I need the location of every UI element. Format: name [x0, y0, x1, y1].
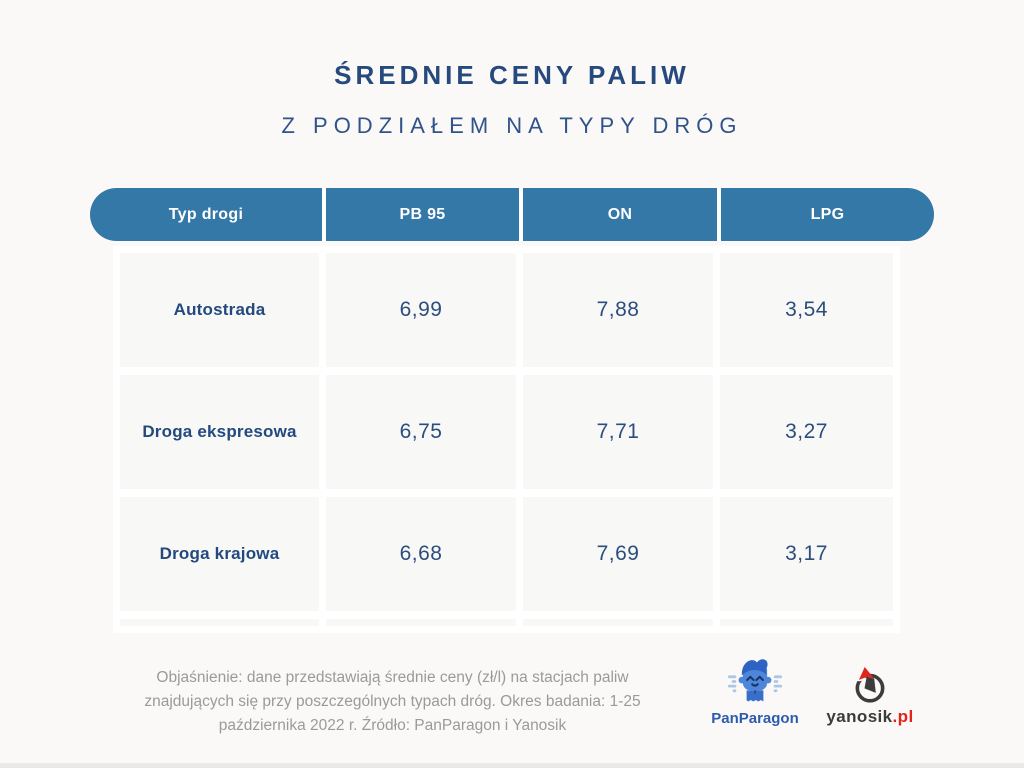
table-header-row: Typ drogi PB 95 ON LPG: [90, 188, 934, 241]
column-header-on: ON: [519, 188, 717, 241]
yanosik-name: yanosik: [826, 707, 893, 726]
page-title: ŚREDNIE CENY PALIW: [334, 60, 690, 90]
table-row-droga-krajowa: Droga krajowa 6,68 7,69 3,17: [120, 497, 893, 611]
table-row-droga-ekspresowa: Droga ekspresowa 6,75 7,71 3,27: [120, 375, 893, 489]
fuel-price-table-body: Autostrada 6,99 7,88 3,54 Droga ekspreso…: [113, 246, 900, 633]
bottom-edge-strip: [0, 763, 1024, 768]
yanosik-arrow-icon: [852, 667, 885, 703]
price-lpg: 3,17: [720, 497, 893, 611]
price-pb95: 6,68: [326, 497, 516, 611]
partial-cell: [326, 619, 516, 626]
row-label: Droga krajowa: [120, 497, 319, 611]
footnote-text: Objaśnienie: dane przedstawiają średnie …: [144, 669, 641, 735]
row-label: Autostrada: [120, 253, 319, 367]
price-lpg: 3,54: [720, 253, 893, 367]
column-header-lpg: LPG: [717, 188, 934, 241]
page-subtitle: Z PODZIAŁEM NA TYPY DRÓG: [281, 113, 743, 138]
panparagon-mascot-icon: [727, 659, 783, 702]
panparagon-logo: PanParagon: [707, 654, 803, 727]
partial-cell: [523, 619, 713, 626]
price-on: 7,88: [523, 253, 713, 367]
panparagon-wordmark: PanParagon: [711, 710, 799, 727]
partial-cell: [120, 619, 319, 626]
column-header-typ-drogi: Typ drogi: [168, 205, 244, 223]
row-label: Droga ekspresowa: [120, 375, 319, 489]
yanosik-logo: yanosik.pl: [818, 666, 922, 727]
table-row-partial: [120, 619, 893, 626]
price-on: 7,69: [523, 497, 713, 611]
price-pb95: 6,75: [326, 375, 516, 489]
table-row-autostrada: Autostrada 6,99 7,88 3,54: [120, 253, 893, 367]
price-on: 7,71: [523, 375, 713, 489]
price-pb95: 6,99: [326, 253, 516, 367]
yanosik-wordmark: yanosik.pl: [826, 707, 913, 727]
yanosik-tld: .pl: [892, 707, 914, 726]
column-header-pb95: PB 95: [322, 188, 519, 241]
price-lpg: 3,27: [720, 375, 893, 489]
partial-cell: [720, 619, 893, 626]
